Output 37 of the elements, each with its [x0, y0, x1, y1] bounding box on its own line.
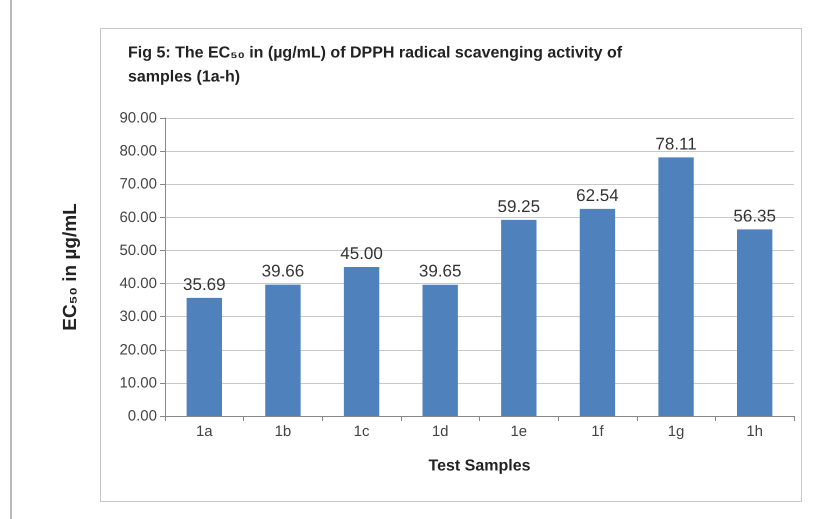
x-tick-label: 1d: [432, 423, 449, 440]
y-tick-label: 80.00: [119, 142, 157, 160]
data-label: 39.66: [262, 262, 304, 281]
y-tick-label: 10.00: [119, 374, 157, 392]
bar: [186, 298, 222, 416]
data-label: 56.35: [733, 206, 776, 226]
x-axis-title: Test Samples: [428, 458, 531, 474]
y-tick-label: 30.00: [119, 308, 157, 326]
bar: [422, 284, 458, 416]
bar: [658, 157, 694, 416]
x-tick-label: 1b: [274, 423, 292, 440]
data-label: 39.65: [418, 262, 462, 281]
y-tick-label: 70.00: [119, 176, 157, 193]
y-tick-label: 60.00: [119, 208, 157, 226]
y-tick-label: 0.00: [128, 408, 157, 424]
bar: [501, 220, 537, 416]
y-tick-label: 20.00: [119, 341, 157, 358]
data-label: 35.69: [183, 274, 226, 294]
chart-title: Fig 5: The EC₅₀ in (µg/mL) of DPPH radical scavenging activity of samples (1a-h): [128, 44, 627, 86]
x-tick-label: 1g: [668, 423, 684, 440]
x-tick-label: 1e: [510, 423, 528, 440]
y-tick-label: 90.00: [119, 110, 157, 126]
bar: [265, 284, 301, 416]
y-tick-label: 50.00: [119, 242, 157, 259]
bar: [736, 229, 772, 416]
data-label: 78.11: [655, 134, 697, 154]
x-tick-label: 1c: [354, 423, 370, 440]
bar: [344, 267, 380, 416]
data-label: 59.25: [498, 196, 540, 216]
x-tick-label: 1f: [591, 423, 605, 440]
x-tick-label: 1a: [196, 423, 214, 440]
bar: [580, 208, 616, 416]
y-tick-label: 40.00: [119, 275, 157, 292]
data-label: 45.00: [340, 244, 383, 263]
y-axis-title: EC₅₀ in µg/mL: [60, 202, 81, 331]
x-tick-label: 1h: [746, 423, 764, 440]
data-label: 62.54: [576, 186, 619, 205]
